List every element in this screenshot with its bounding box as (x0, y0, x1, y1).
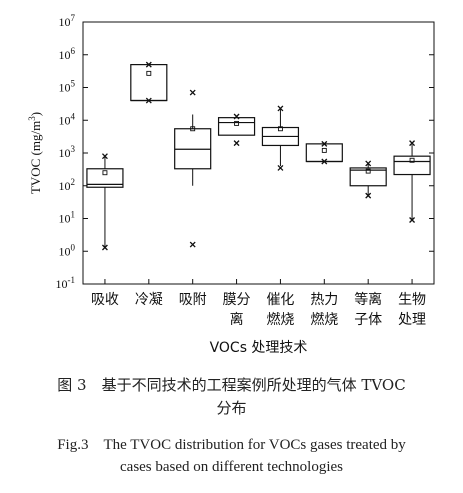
outlier-marker (101, 244, 108, 251)
x-category-label: 热力 (310, 292, 338, 308)
box (349, 167, 387, 187)
plot-frame (82, 21, 435, 285)
outlier-marker (409, 140, 416, 147)
y-tick-label-base: 10 (59, 48, 71, 62)
outlier-marker (189, 241, 196, 248)
mean-marker (321, 147, 327, 153)
figure-caption-en-line2: cases based on different technologies (120, 459, 343, 475)
outlier-marker (321, 140, 328, 147)
box (86, 168, 124, 188)
x-category-label: 等离 (354, 291, 382, 308)
box (130, 64, 168, 102)
y-tick-label: 10-1 (56, 275, 76, 291)
y-tick-label-exponent: 1 (71, 210, 76, 220)
x-category-label: 吸收 (91, 292, 119, 308)
y-tick-label-exponent: 0 (71, 242, 76, 252)
y-tick-label-exponent: 3 (71, 144, 76, 154)
x-category-label: 冷凝 (135, 292, 163, 308)
y-tick-label: 101 (59, 210, 76, 226)
figure-caption-cn-line1: 图 3 基于不同技术的工程案例所处理的气体 TVOC (57, 376, 406, 394)
x-category-label: 燃烧 (310, 311, 338, 328)
outlier-marker (145, 61, 152, 68)
y-tick-label-exponent: 7 (71, 13, 76, 23)
box (393, 155, 431, 176)
mean-marker (365, 168, 371, 174)
figure-caption-en-line1: Fig.3 The TVOC distribution for VOCs gas… (57, 437, 406, 453)
x-category-label: 处理 (398, 312, 426, 328)
y-tick-label-base: 10 (56, 277, 68, 291)
y-axis-label: TVOC (mg/m3) (27, 112, 43, 194)
y-tick-label-base: 10 (59, 113, 71, 127)
outlier-marker (365, 192, 372, 199)
y-tick-label-base: 10 (59, 179, 71, 193)
y-tick-label-base: 10 (59, 81, 71, 95)
y-tick-label: 104 (59, 111, 76, 127)
outlier-marker (277, 105, 284, 112)
y-tick-label: 107 (59, 13, 76, 29)
y-tick-label: 105 (59, 79, 76, 95)
x-category-label: 催化 (266, 292, 294, 308)
mean-marker (234, 120, 240, 126)
x-category-label: 离 (230, 311, 244, 328)
mean-marker (102, 170, 108, 176)
mean-marker (409, 157, 415, 163)
box (217, 117, 256, 136)
outlier-marker (277, 164, 284, 171)
mean-marker (190, 126, 196, 132)
outlier-marker (189, 89, 196, 96)
y-tick-label-exponent: 6 (71, 46, 76, 56)
y-tick-label-base: 10 (59, 146, 71, 160)
outlier-marker (233, 140, 240, 147)
x-category-label: 吸附 (179, 292, 207, 308)
y-axis-label-main: TVOC (mg/m (28, 121, 43, 194)
y-axis-label-superscript: 3 (27, 116, 37, 121)
y-tick-label: 102 (59, 177, 76, 193)
y-tick-label-exponent: 2 (71, 177, 76, 187)
outlier-marker (409, 217, 416, 223)
mean-marker (277, 126, 283, 132)
mean-marker (146, 70, 152, 76)
figure-caption-cn-line2: 分布 (216, 399, 247, 417)
y-tick-label-exponent: 4 (71, 111, 76, 121)
outlier-marker (233, 113, 240, 120)
x-axis-label: VOCs 处理技术 (210, 340, 308, 356)
x-category-label: 子体 (354, 312, 382, 328)
y-axis-label-close: ) (28, 112, 43, 116)
y-tick-label-base: 10 (59, 244, 71, 258)
y-tick-label: 103 (59, 144, 76, 160)
y-tick-label-base: 10 (59, 15, 71, 29)
x-category-label: 燃烧 (266, 311, 294, 328)
outlier-marker (321, 158, 328, 165)
y-tick-label: 106 (59, 46, 76, 62)
x-category-label: 生物 (398, 292, 426, 308)
outlier-marker (101, 153, 108, 160)
y-tick-label-base: 10 (59, 212, 71, 226)
x-category-label: 膜分 (223, 292, 251, 308)
y-tick-label-exponent: -1 (68, 275, 76, 285)
y-tick-label-exponent: 5 (71, 79, 76, 89)
y-tick-label: 100 (59, 242, 76, 258)
outlier-marker (145, 97, 152, 104)
outlier-marker (365, 160, 372, 167)
